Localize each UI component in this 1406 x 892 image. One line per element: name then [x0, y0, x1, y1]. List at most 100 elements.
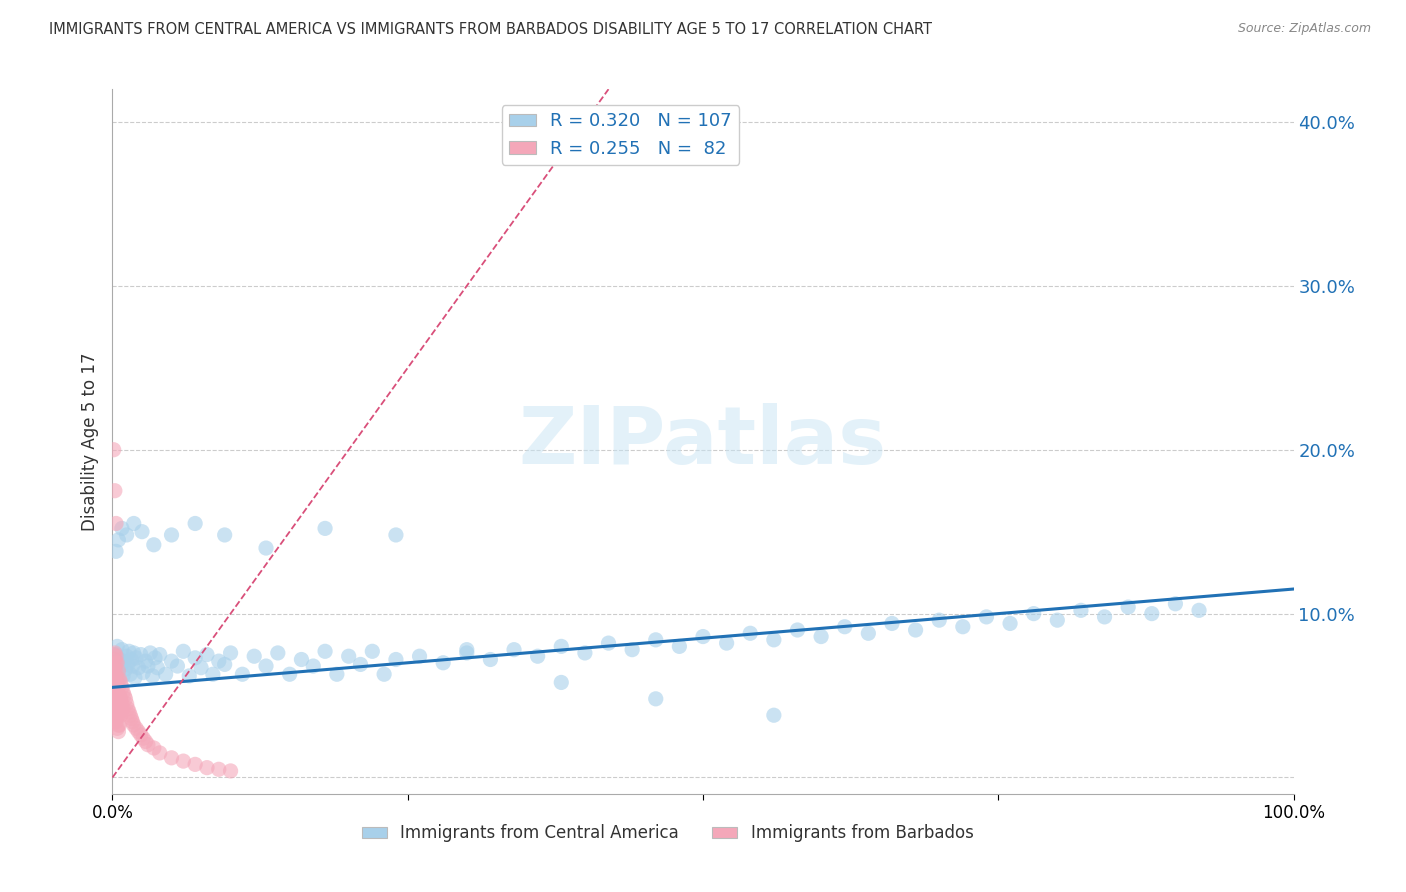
Point — [146, 661, 169, 675]
Point — [129, 648, 152, 662]
Point — [132, 731, 155, 746]
Point — [103, 664, 125, 678]
Point — [184, 651, 207, 665]
Point — [105, 691, 128, 706]
Point — [810, 630, 832, 644]
Point — [107, 664, 129, 678]
Point — [101, 689, 124, 703]
Point — [111, 697, 134, 711]
Point — [184, 757, 207, 772]
Point — [184, 516, 207, 531]
Point — [114, 662, 136, 676]
Point — [349, 657, 371, 672]
Point — [105, 656, 128, 670]
Point — [114, 691, 136, 706]
Point — [408, 649, 430, 664]
Point — [117, 657, 139, 672]
Point — [112, 654, 135, 668]
Point — [290, 652, 312, 666]
Point — [115, 697, 138, 711]
Point — [105, 722, 128, 736]
Point — [231, 667, 253, 681]
Y-axis label: Disability Age 5 to 17: Disability Age 5 to 17 — [80, 352, 98, 531]
Point — [115, 649, 138, 664]
Point — [160, 751, 183, 765]
Point — [337, 649, 360, 664]
Point — [105, 516, 128, 531]
Point — [108, 689, 131, 703]
Point — [762, 708, 785, 723]
Point — [112, 669, 135, 683]
Point — [195, 761, 218, 775]
Point — [267, 646, 290, 660]
Point — [373, 667, 395, 681]
Point — [160, 654, 183, 668]
Point — [107, 697, 129, 711]
Point — [1046, 613, 1069, 627]
Point — [142, 538, 165, 552]
Point — [762, 632, 785, 647]
Point — [326, 667, 349, 681]
Point — [243, 649, 266, 664]
Point — [112, 689, 135, 703]
Point — [132, 665, 155, 680]
Point — [105, 649, 128, 664]
Point — [104, 679, 127, 693]
Point — [118, 705, 141, 719]
Point — [142, 741, 165, 756]
Point — [904, 623, 927, 637]
Point — [149, 648, 172, 662]
Point — [105, 544, 128, 558]
Point — [105, 648, 128, 662]
Point — [122, 516, 145, 531]
Point — [105, 672, 128, 686]
Point — [1164, 597, 1187, 611]
Point — [998, 616, 1021, 631]
Point — [103, 705, 125, 719]
Point — [105, 640, 128, 654]
Point — [385, 652, 408, 666]
Point — [1116, 600, 1139, 615]
Point — [858, 626, 880, 640]
Point — [201, 667, 224, 681]
Point — [160, 528, 183, 542]
Point — [179, 669, 201, 683]
Point — [129, 728, 152, 742]
Point — [104, 662, 127, 676]
Point — [880, 616, 903, 631]
Text: IMMIGRANTS FROM CENTRAL AMERICA VS IMMIGRANTS FROM BARBADOS DISABILITY AGE 5 TO : IMMIGRANTS FROM CENTRAL AMERICA VS IMMIG… — [49, 22, 932, 37]
Point — [740, 626, 762, 640]
Point — [105, 705, 128, 719]
Point — [135, 734, 157, 748]
Point — [117, 701, 139, 715]
Point — [121, 714, 143, 729]
Point — [314, 521, 336, 535]
Point — [104, 708, 127, 723]
Point — [254, 659, 277, 673]
Point — [172, 644, 194, 658]
Point — [219, 646, 242, 660]
Point — [668, 640, 690, 654]
Point — [108, 718, 131, 732]
Point — [124, 671, 146, 685]
Point — [104, 483, 127, 498]
Text: ZIPatlas: ZIPatlas — [519, 402, 887, 481]
Legend: Immigrants from Central America, Immigrants from Barbados: Immigrants from Central America, Immigra… — [356, 818, 980, 849]
Point — [103, 659, 125, 673]
Point — [155, 667, 177, 681]
Point — [107, 708, 129, 723]
Point — [104, 695, 127, 709]
Point — [550, 675, 572, 690]
Point — [1094, 610, 1116, 624]
Point — [112, 701, 135, 715]
Point — [103, 675, 125, 690]
Point — [834, 620, 856, 634]
Point — [108, 652, 131, 666]
Point — [142, 669, 165, 683]
Point — [219, 764, 242, 778]
Point — [110, 691, 132, 706]
Point — [928, 613, 950, 627]
Point — [127, 661, 149, 675]
Point — [111, 521, 134, 535]
Point — [103, 664, 125, 678]
